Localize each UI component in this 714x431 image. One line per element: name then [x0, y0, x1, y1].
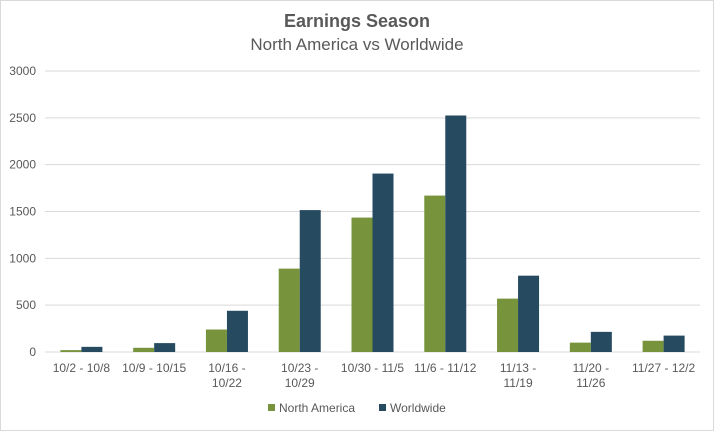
- y-tick-label: 1500: [9, 205, 36, 219]
- bar-worldwide: [372, 173, 394, 352]
- legend-swatch: [268, 404, 275, 411]
- bar-worldwide: [81, 346, 103, 352]
- bar-worldwide: [226, 310, 248, 352]
- bar-worldwide: [299, 210, 321, 352]
- x-tick-label: 11/13 -: [500, 361, 536, 375]
- y-tick-label: 1000: [9, 251, 36, 265]
- bar-north-america: [351, 217, 373, 352]
- x-tick-label: 10/16 -: [208, 361, 245, 375]
- y-tick-label: 2000: [9, 158, 36, 172]
- chart-subtitle: North America vs Worldwide: [250, 35, 463, 54]
- x-tick-label: 10/23 -: [281, 361, 318, 375]
- bar-north-america: [497, 298, 519, 352]
- bar-north-america: [133, 347, 155, 352]
- x-tick-label: 10/2 - 10/8: [53, 361, 111, 375]
- x-tick-label: 11/27 - 12/2: [632, 361, 695, 375]
- bar-north-america: [569, 342, 591, 352]
- x-tick-label: 10/29: [285, 376, 315, 390]
- legend-label: North America: [279, 401, 355, 415]
- legend-label: Worldwide: [390, 401, 446, 415]
- legend-swatch: [379, 404, 386, 411]
- x-tick-label: 11/19: [503, 376, 532, 390]
- x-tick-label: 10/30 - 11/5: [341, 361, 404, 375]
- y-tick-label: 0: [29, 345, 36, 359]
- y-tick-label: 2500: [9, 111, 36, 125]
- y-tick-label: 3000: [9, 64, 36, 78]
- x-tick-label: 10/9 - 10/15: [122, 361, 186, 375]
- y-tick-label: 500: [16, 298, 36, 312]
- bar-worldwide: [663, 335, 685, 352]
- bar-worldwide: [445, 115, 467, 352]
- x-tick-label: 10/22: [212, 376, 242, 390]
- x-tick-label: 11/26: [576, 376, 605, 390]
- chart-title: Earnings Season: [284, 11, 430, 31]
- bar-worldwide: [590, 331, 612, 352]
- bar-north-america: [60, 350, 82, 352]
- bar-north-america: [278, 268, 300, 352]
- x-tick-label: 11/6 - 11/12: [414, 361, 477, 375]
- bar-worldwide: [518, 275, 540, 352]
- bar-north-america: [424, 195, 446, 352]
- x-tick-label: 11/20 -: [573, 361, 609, 375]
- bar-worldwide: [154, 343, 176, 352]
- bar-north-america: [205, 329, 227, 352]
- bar-north-america: [642, 340, 664, 352]
